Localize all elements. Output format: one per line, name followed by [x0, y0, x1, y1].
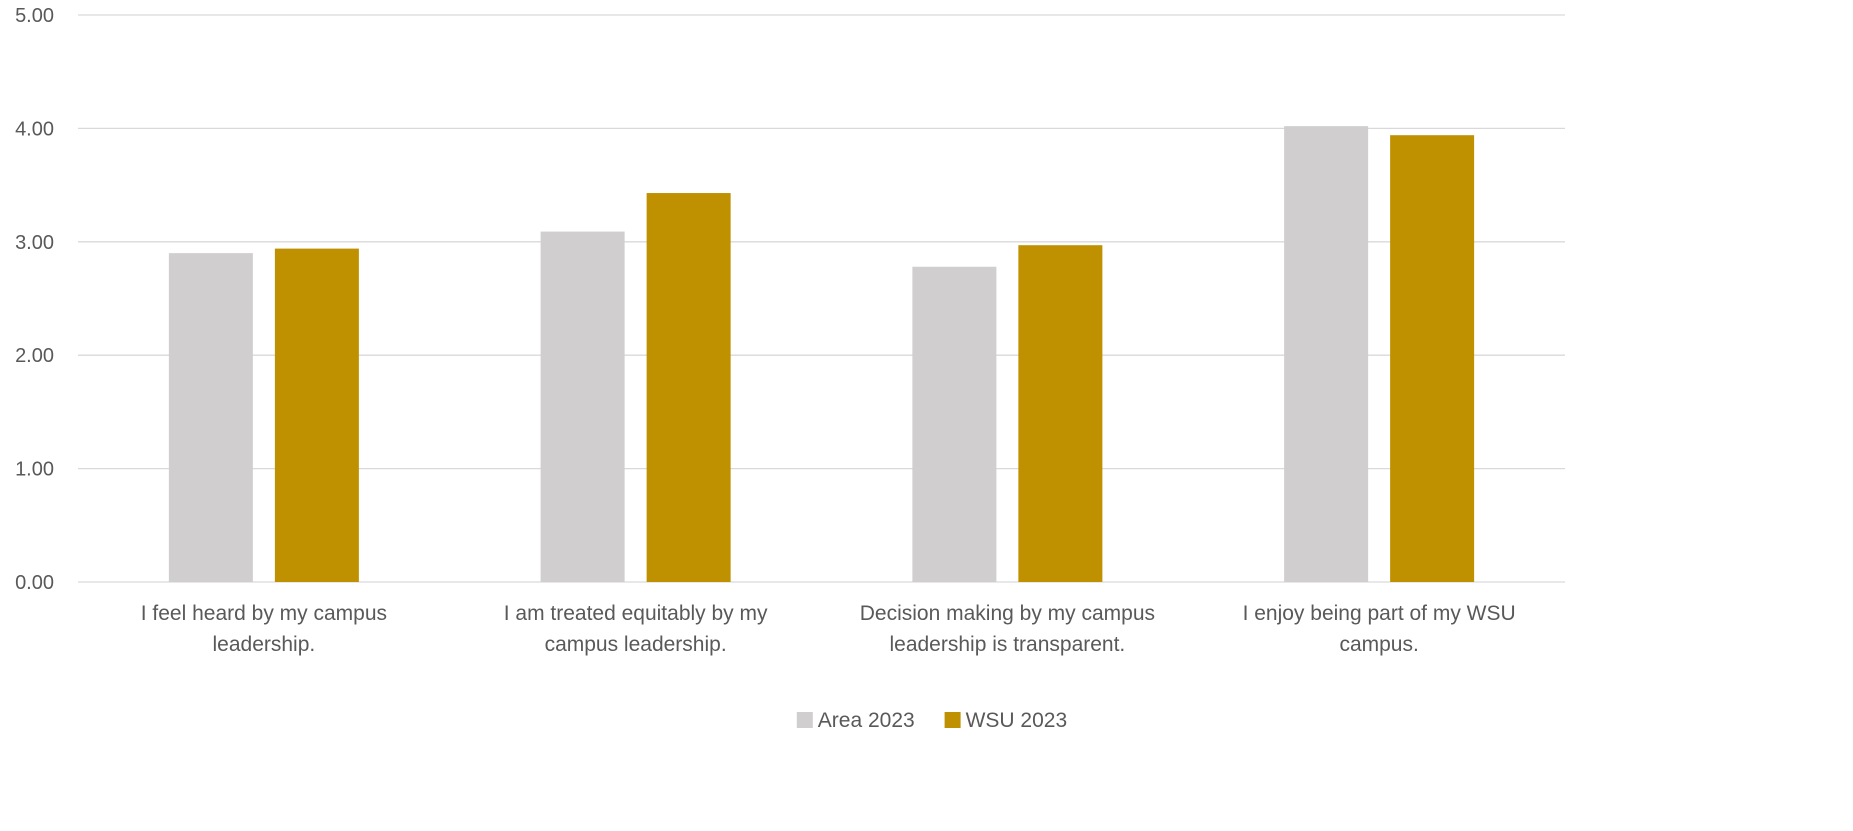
y-tick-label: 5.00	[15, 5, 54, 27]
legend-swatch	[944, 712, 961, 728]
bar-wsu-2023-3	[1390, 135, 1475, 583]
x-category-label: Decision making by my campus leadership i…	[860, 602, 1155, 656]
x-category-label: I enjoy being part of my WSU campus.	[1243, 602, 1516, 656]
y-tick-label: 0.00	[15, 572, 54, 594]
legend: Area 2023 WSU 2023	[796, 709, 1068, 732]
x-axis-category-labels: I feel heard by my campus leadership. I am…	[141, 602, 1516, 656]
y-axis-tick-labels: 0.00 1.00 2.00 3.00 4.00 5.00	[15, 5, 54, 594]
bar-wsu-2023-1	[646, 193, 731, 582]
y-tick-label: 2.00	[15, 345, 54, 367]
bar-area-2023-2	[912, 266, 997, 582]
y-tick-label: 1.00	[15, 459, 54, 481]
bar-area-2023-1	[540, 231, 625, 582]
legend-label: WSU 2023	[966, 709, 1068, 732]
y-tick-label: 3.00	[15, 232, 54, 254]
bars	[168, 126, 1475, 583]
x-category-label: I feel heard by my campus leadership.	[141, 602, 387, 656]
bar-wsu-2023-0	[274, 248, 359, 582]
bar-wsu-2023-2	[1018, 245, 1103, 582]
y-tick-label: 4.00	[15, 118, 54, 140]
legend-label: Area 2023	[818, 709, 915, 732]
bar-area-2023-0	[168, 253, 253, 582]
bar-area-2023-3	[1284, 126, 1369, 582]
x-category-label: I am treated equitably by my campus leade…	[504, 602, 768, 656]
legend-swatch	[796, 712, 813, 728]
